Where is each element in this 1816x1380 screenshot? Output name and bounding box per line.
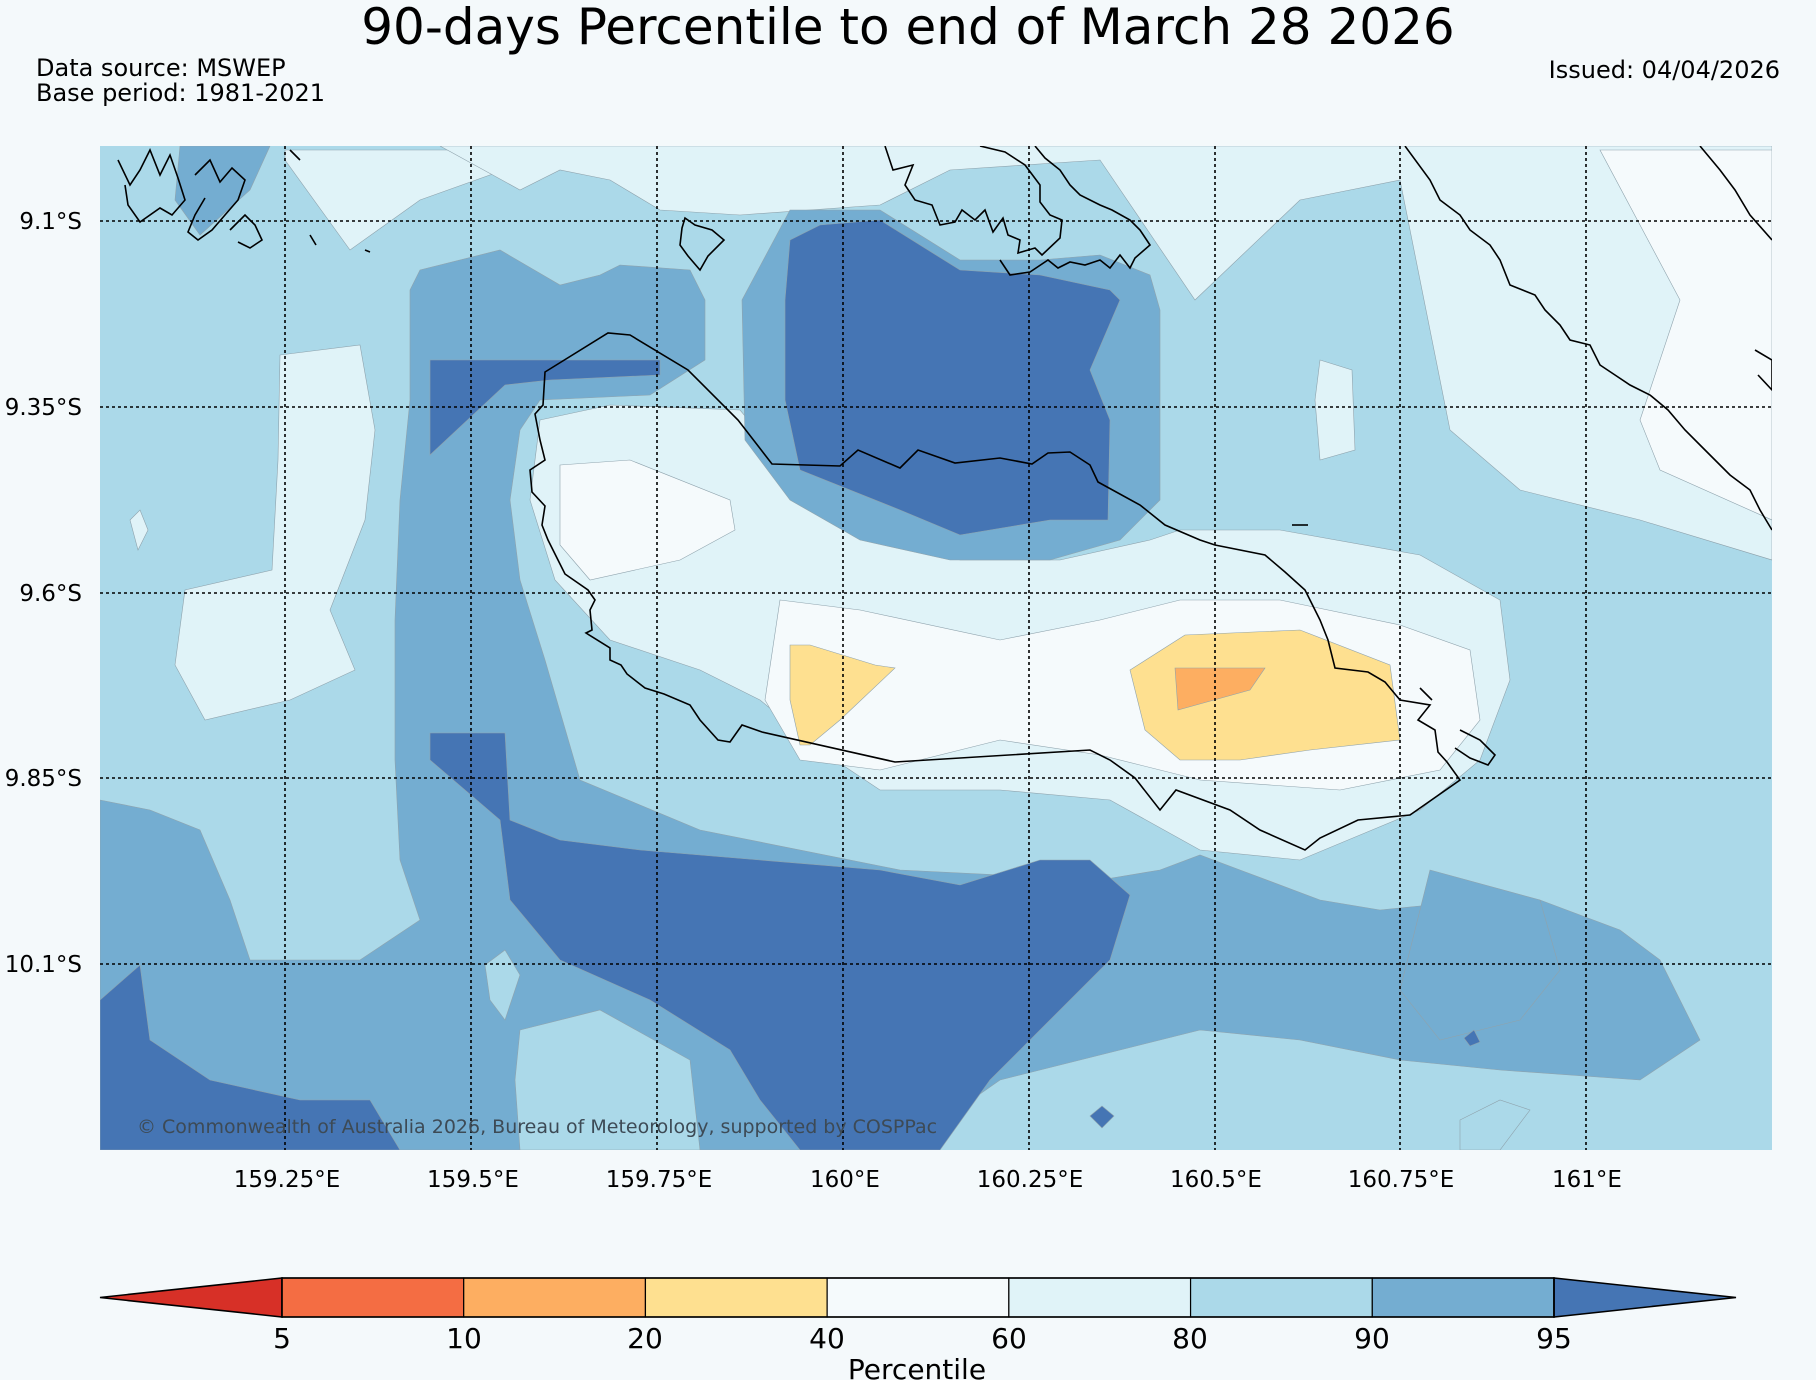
- coastline-north-coast-2: [999, 146, 1152, 276]
- coastline-nw-fragment-2: [187, 158, 246, 242]
- coastline-ne-fragment: [1699, 146, 1772, 241]
- lon-label-161-00: 161°E: [1552, 1167, 1622, 1193]
- lon-label-159-50: 159.5°E: [427, 1167, 519, 1193]
- colorbar-tick-label: 95: [1536, 1322, 1572, 1355]
- colorbar-tick-label: 60: [991, 1322, 1027, 1355]
- contour-band-40-60: [1599, 149, 1772, 521]
- gridlines: [100, 146, 1772, 1150]
- contour-band-60-80: [1314, 359, 1356, 461]
- contour-band-10-20: [1174, 667, 1266, 711]
- coastline-north-coast: [884, 146, 1063, 257]
- lat-label-9-85: 9.85°S: [5, 766, 82, 792]
- colorbar-segment: [281, 1277, 465, 1318]
- contour-band-80-90: [514, 1009, 701, 1150]
- contour-band-20-40: [1129, 629, 1401, 761]
- lon-label-159-75: 159.75°E: [606, 1167, 713, 1193]
- contour-band-60-80: [439, 146, 1772, 561]
- lat-label-9-60: 9.6°S: [19, 581, 82, 607]
- contour-band-above-95: [784, 219, 1121, 536]
- colorbar-tick-label: 80: [1172, 1322, 1208, 1355]
- contour-band-above-95: [1089, 1105, 1115, 1129]
- lon-label-159-25: 159.25°E: [234, 1167, 341, 1193]
- map-panel: 9.1°S 9.35°S 9.6°S 9.85°S 10.1°S 159.25°…: [5, 146, 1772, 1193]
- colorbar-segment: [644, 1277, 828, 1318]
- longitude-labels: 159.25°E 159.5°E 159.75°E 160°E 160.25°E…: [234, 1167, 1622, 1193]
- coastline-nw-fragment-3: [229, 213, 264, 249]
- contour-fill-layer: [100, 146, 1772, 1150]
- colorbar: 5 10 20 40 60 80 90 95 Percentile: [99, 1277, 1737, 1380]
- contour-band-90-95: [174, 146, 271, 236]
- colorbar-segment: [463, 1277, 647, 1318]
- credit-text: © Commonwealth of Australia 2026, Bureau…: [137, 1116, 937, 1138]
- lon-label-160-25: 160.25°E: [977, 1167, 1084, 1193]
- contour-band-60-80: [174, 344, 376, 721]
- lat-label-9-35: 9.35°S: [5, 395, 82, 421]
- contour-band-80-90: [484, 949, 521, 1021]
- lon-label-160-50: 160.5°E: [1170, 1167, 1262, 1193]
- contour-band-above-95: [1463, 1029, 1481, 1047]
- coastline-nw-fragment: [117, 148, 186, 224]
- contour-band-40-60: [559, 459, 736, 581]
- colorbar-outline: [281, 1277, 1555, 1318]
- lon-label-160-00: 160°E: [810, 1167, 880, 1193]
- coastline-small-dash-2: [289, 149, 371, 253]
- contour-band-90-95: [1399, 869, 1561, 1041]
- colorbar-segments: [99, 1277, 1737, 1318]
- coastline-e-fragment: [1419, 687, 1433, 701]
- colorbar-extension-high: [1553, 1277, 1737, 1318]
- latitude-labels: 9.1°S 9.35°S 9.6°S 9.85°S 10.1°S: [5, 209, 82, 978]
- lat-label-9-10: 9.1°S: [19, 209, 82, 235]
- colorbar-segment: [1008, 1277, 1192, 1318]
- issued-date-text: Issued: 04/04/2026: [1548, 56, 1780, 84]
- coastline-ne-fragment-2: [1754, 349, 1772, 392]
- colorbar-extension-low: [99, 1277, 283, 1318]
- colorbar-tick-label: 40: [809, 1322, 845, 1355]
- colorbar-segment: [1371, 1277, 1555, 1318]
- colorbar-tick-label: 5: [273, 1322, 291, 1355]
- coastline-layer: [117, 146, 1772, 851]
- coastline-island-main: [529, 332, 1462, 851]
- page-title: 90-days Percentile to end of March 28 20…: [361, 0, 1455, 56]
- colorbar-segment: [1189, 1277, 1373, 1318]
- colorbar-tick-labels: 5 10 20 40 60 80 90 95: [273, 1322, 1572, 1355]
- colorbar-tick-label: 90: [1354, 1322, 1390, 1355]
- contour-band-60-80: [129, 509, 149, 551]
- colorbar-segment: [826, 1277, 1010, 1318]
- contour-band-above-95: [429, 359, 661, 456]
- coastline-islet: [679, 216, 726, 272]
- contour-band-80-90: [1459, 1099, 1531, 1150]
- lat-label-10-10: 10.1°S: [5, 952, 82, 978]
- base-period-text: Base period: 1981-2021: [36, 79, 326, 107]
- colorbar-label: Percentile: [848, 1353, 986, 1380]
- coastline-se-fragment: [1454, 729, 1497, 766]
- lon-label-160-75: 160.75°E: [1348, 1167, 1455, 1193]
- colorbar-tick-label: 20: [627, 1322, 663, 1355]
- contour-band-above-95: [429, 732, 1131, 1150]
- colorbar-tick-label: 10: [446, 1322, 482, 1355]
- data-source-text: Data source: MSWEP: [36, 54, 286, 82]
- contour-band-above-95: [100, 964, 401, 1150]
- coastline-ne-coast: [1404, 146, 1772, 531]
